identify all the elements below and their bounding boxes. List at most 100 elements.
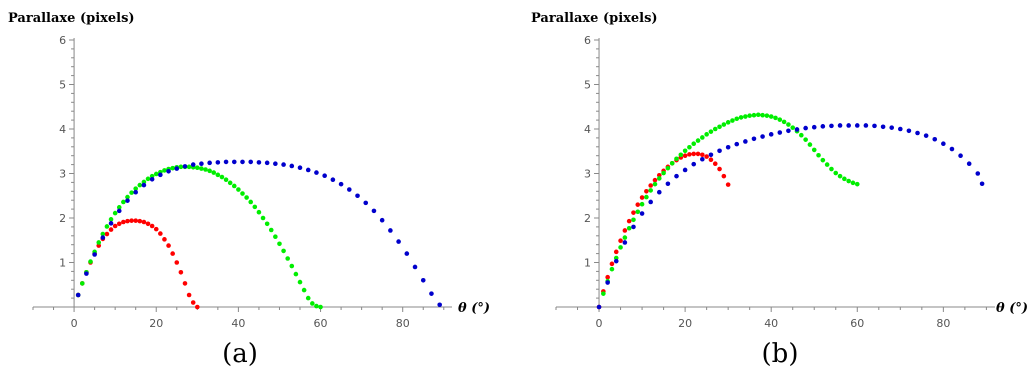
data-point — [96, 240, 102, 245]
data-point — [215, 172, 221, 178]
data-point — [613, 249, 619, 255]
data-point — [355, 193, 360, 199]
data-point — [854, 181, 860, 187]
data-point — [622, 228, 628, 233]
data-point — [596, 304, 602, 310]
data-point — [248, 159, 254, 165]
data-point — [932, 136, 938, 142]
data-point — [725, 182, 731, 187]
data-point — [158, 172, 163, 178]
data-point — [104, 231, 110, 237]
data-point — [166, 168, 171, 174]
data-point — [803, 137, 808, 142]
data-point — [256, 160, 262, 165]
data-point — [129, 190, 134, 195]
data-point — [121, 199, 126, 205]
data-point — [182, 281, 188, 286]
data-point — [125, 198, 130, 203]
data-point — [256, 209, 262, 215]
series-2 — [75, 159, 442, 308]
y-tick-label: 2 — [59, 212, 66, 225]
data-point — [104, 224, 110, 229]
data-point — [605, 274, 610, 280]
data-point — [182, 164, 188, 169]
data-point — [207, 168, 212, 174]
data-point — [656, 176, 662, 181]
y-axis-title: Parallaxe (pixels) — [531, 11, 658, 26]
data-point — [285, 256, 290, 261]
data-point — [721, 173, 727, 179]
data-point — [906, 128, 912, 134]
data-point — [811, 124, 817, 130]
data-point — [281, 248, 286, 254]
data-point — [975, 171, 981, 176]
data-point — [915, 130, 920, 136]
data-point — [674, 173, 679, 179]
data-point — [639, 201, 645, 207]
x-tick-label: 40 — [231, 317, 245, 330]
data-point — [846, 178, 851, 184]
data-point — [712, 126, 718, 132]
data-point — [768, 114, 774, 119]
data-point — [923, 133, 929, 138]
data-point — [297, 165, 303, 171]
data-point — [371, 208, 377, 214]
data-point — [708, 157, 714, 163]
panel-label: (a) — [222, 339, 258, 369]
data-point — [734, 116, 740, 122]
data-point — [764, 113, 770, 118]
data-point — [174, 260, 180, 265]
data-point — [240, 159, 245, 165]
y-tick-label: 1 — [584, 257, 591, 270]
data-point — [872, 123, 877, 129]
data-point — [244, 195, 249, 200]
data-point — [125, 218, 130, 224]
data-point — [248, 199, 254, 205]
data-point — [631, 217, 636, 223]
data-point — [322, 173, 327, 179]
data-point — [211, 170, 217, 175]
data-point — [108, 221, 114, 226]
data-point — [88, 259, 93, 264]
x-tick-label: 20 — [678, 317, 692, 330]
data-point — [751, 136, 757, 142]
data-point — [195, 165, 200, 171]
data-point — [166, 243, 171, 248]
data-point — [652, 181, 658, 187]
data-point — [178, 269, 184, 275]
data-point — [133, 186, 138, 191]
data-point — [639, 211, 645, 216]
data-point — [682, 148, 688, 154]
data-point — [898, 126, 903, 132]
series-2 — [596, 123, 985, 310]
data-point — [734, 141, 740, 147]
data-point — [837, 173, 843, 179]
y-tick-label: 6 — [584, 34, 591, 47]
data-point — [190, 162, 196, 167]
data-point — [186, 164, 192, 170]
data-point — [268, 227, 274, 233]
series-1 — [601, 112, 860, 296]
data-point — [338, 181, 344, 187]
data-point — [725, 120, 731, 125]
data-point — [149, 223, 155, 229]
data-point — [811, 147, 817, 153]
data-point — [236, 187, 241, 192]
data-point — [639, 195, 645, 200]
data-point — [145, 221, 151, 227]
data-point — [310, 301, 315, 306]
data-point — [829, 166, 834, 172]
data-point — [121, 219, 126, 225]
data-point — [437, 302, 442, 308]
x-tick-label: 60 — [850, 317, 864, 330]
data-point — [277, 241, 282, 247]
y-tick-label: 4 — [59, 123, 66, 136]
data-point — [133, 189, 138, 195]
data-point — [743, 139, 748, 144]
data-point — [92, 252, 97, 257]
data-point — [979, 181, 985, 187]
y-axis-title: Parallaxe (pixels) — [8, 11, 135, 26]
data-point — [252, 204, 258, 210]
data-point — [661, 170, 666, 176]
data-point — [631, 210, 636, 215]
